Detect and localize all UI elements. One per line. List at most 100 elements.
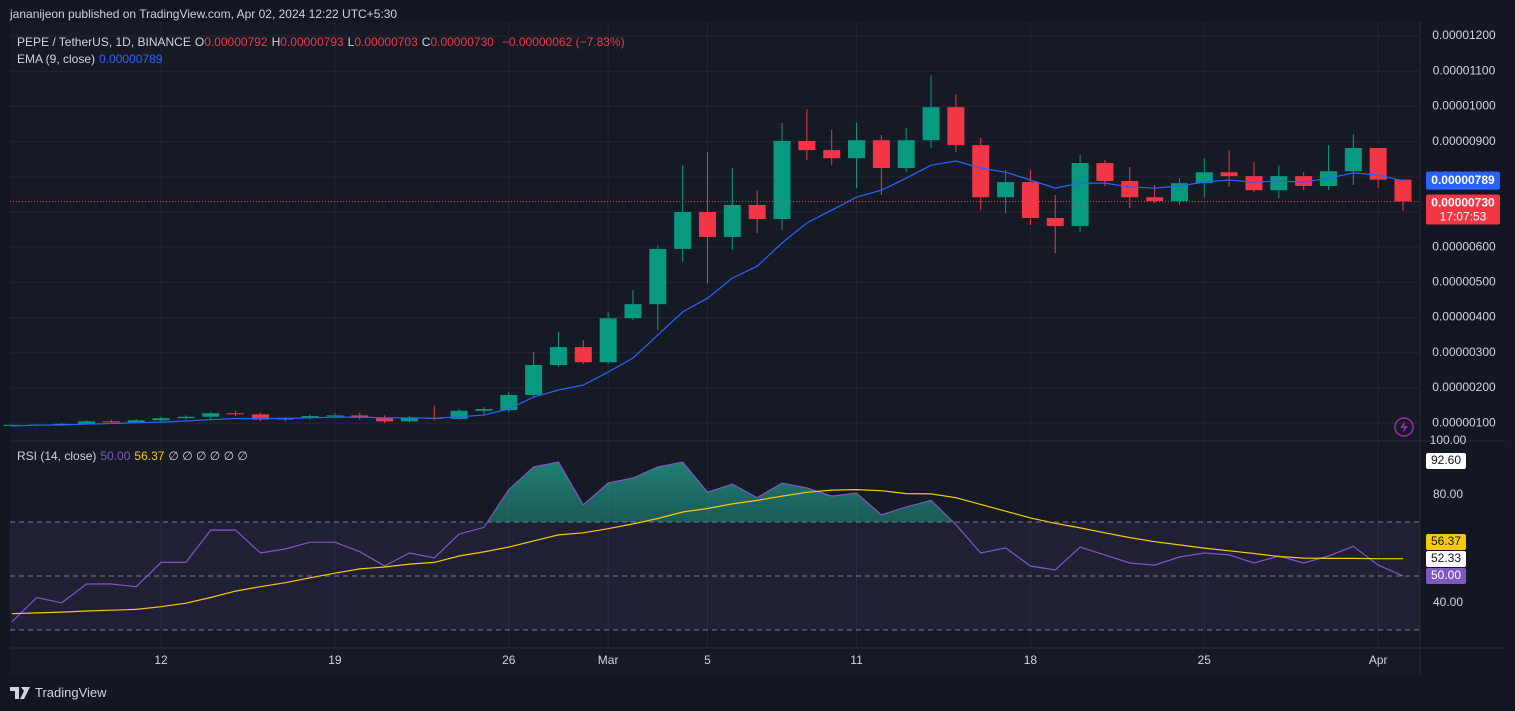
candle-body (78, 421, 96, 424)
candle-body (1394, 179, 1412, 202)
ohlc-value: 0.00000793 (280, 35, 344, 49)
footer: TradingView (10, 685, 107, 700)
candle-body (947, 107, 965, 146)
alert-circle[interactable] (1394, 417, 1414, 437)
candle-body (400, 417, 418, 422)
candle-body (723, 204, 741, 237)
rsi-label-box (1426, 533, 1466, 550)
candle-body (1245, 176, 1263, 191)
y-tick-label: 40.00 (1433, 595, 1463, 609)
y-tick-label: 0.00000100 (1432, 415, 1496, 429)
rsi-name[interactable]: RSI (14, close) (17, 449, 97, 463)
candle-body (922, 107, 940, 141)
overbought-fill (12, 462, 1403, 522)
candle-body (1195, 172, 1213, 184)
candle-body (326, 415, 344, 417)
candle-body (202, 413, 220, 417)
ema-legend: EMA (9, close) 0.00000789 (17, 52, 166, 66)
candle-body (872, 140, 890, 169)
candle-body (1071, 163, 1089, 227)
candle-body (525, 365, 543, 395)
alert-bolt[interactable] (1400, 421, 1408, 433)
rsi-ma-line (11, 488, 1403, 615)
x-tick-label: 25 (1198, 653, 1212, 667)
rsi-label-box (1426, 550, 1466, 567)
candle-body (1046, 217, 1064, 227)
ohlc-key: C (421, 35, 431, 49)
candle-body (1170, 183, 1188, 202)
candle-body (177, 416, 195, 419)
x-tick-label: 5 (704, 653, 711, 667)
candle-body (748, 204, 766, 220)
candle-body (227, 413, 245, 415)
price-label-box (1426, 171, 1500, 190)
candle-body (823, 150, 841, 159)
y-tick-label: 80.00 (1433, 487, 1463, 501)
candle-body (674, 212, 692, 249)
price-label-box (1426, 194, 1500, 225)
candle-body (798, 140, 816, 151)
rsi-label: 92.60 (1431, 453, 1461, 467)
candle-body (500, 394, 518, 411)
candle-body (1146, 197, 1164, 202)
y-tick-label: 100.00 (1430, 433, 1467, 447)
rsi-line (11, 461, 1404, 623)
countdown: 17:07:53 (1440, 210, 1487, 224)
candle-body (549, 347, 567, 366)
y-tick-label: 0.00000900 (1432, 134, 1496, 148)
rsi-label: 52.33 (1431, 551, 1461, 565)
rsi-label-box (1426, 567, 1466, 584)
ema-name[interactable]: EMA (9, close) (17, 52, 96, 66)
x-tick-label: Mar (598, 653, 619, 667)
candle-body (450, 410, 468, 419)
alert-icon[interactable] (1394, 417, 1414, 437)
candle-body (1344, 147, 1362, 172)
price-label: 0.00000730 (1431, 196, 1495, 210)
candle-body (127, 420, 145, 423)
y-tick-label: 0.00000500 (1432, 275, 1496, 289)
y-tick-label: 0.00001100 (1433, 63, 1496, 77)
candle-body (251, 414, 269, 420)
rsi-value: 50.00 (100, 449, 131, 463)
ema-line (11, 160, 1404, 427)
rsi-label: 56.37 (1431, 534, 1461, 548)
price-label: 0.00000789 (1431, 173, 1495, 187)
plot-background (10, 22, 1420, 675)
change: −0.00000062 (−7.83%) (501, 35, 625, 49)
candle-body (897, 140, 915, 169)
candle-body (1270, 176, 1288, 191)
x-tick-label: Apr (1369, 653, 1388, 667)
rsi-extra: ∅ ∅ ∅ ∅ ∅ ∅ (168, 449, 248, 463)
candle-body (649, 248, 667, 305)
candle-body (1369, 147, 1387, 180)
y-tick-label: 0.00000400 (1432, 310, 1496, 324)
candle-body (848, 140, 866, 159)
candle-body (376, 417, 394, 422)
candle-body (972, 145, 990, 198)
candle-body (1295, 176, 1313, 186)
ohlc-key: O (194, 35, 205, 49)
ohlc-value: 0.00000703 (354, 35, 418, 49)
y-tick-label: 0.00000600 (1432, 239, 1496, 253)
rsi-legend: RSI (14, close) 50.00 56.37 ∅ ∅ ∅ ∅ ∅ ∅ (17, 449, 252, 463)
y-tick-label: 0.00000200 (1432, 380, 1496, 394)
x-tick-label: 18 (1024, 653, 1038, 667)
candle-body (152, 418, 170, 421)
ohlc-key: H (271, 35, 281, 49)
rsi-label-box (1426, 452, 1466, 469)
y-tick-label: 0.00000300 (1432, 345, 1496, 359)
candle-body (574, 347, 592, 363)
candle-body (475, 409, 493, 411)
candle-body (102, 421, 120, 423)
candle-body (301, 416, 319, 418)
candle-body (599, 318, 617, 363)
candle-body (1220, 172, 1238, 177)
candle-body (773, 140, 791, 220)
x-tick-label: 26 (502, 653, 516, 667)
symbol[interactable]: PEPE / TetherUS, 1D, BINANCE (17, 35, 191, 49)
footer-text: TradingView (35, 685, 107, 700)
logo (10, 686, 30, 699)
x-tick-label: 19 (328, 653, 342, 667)
